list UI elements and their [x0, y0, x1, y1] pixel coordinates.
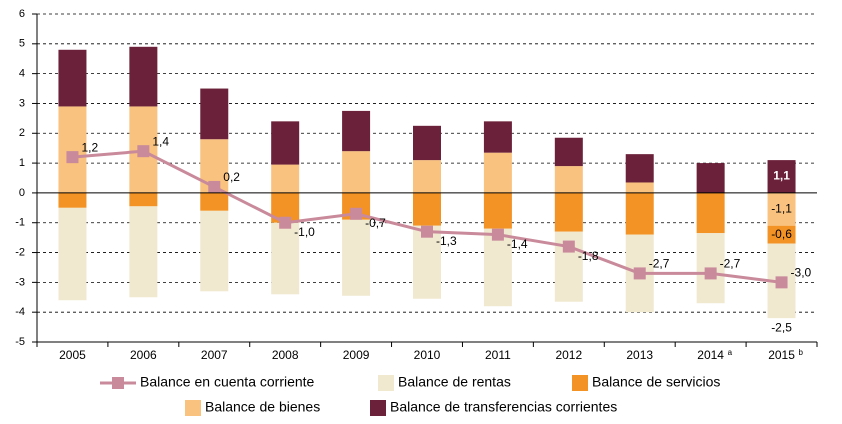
- bar-segment: [58, 192, 87, 208]
- bar-segment: [200, 88, 229, 140]
- bar-segment: [413, 125, 441, 161]
- bar-segment: [483, 121, 512, 153]
- data-label: -1,8: [578, 249, 599, 263]
- x-tick-label: 2012: [555, 348, 582, 362]
- data-label: -1,4: [507, 237, 528, 251]
- y-tick-label: 4: [19, 68, 25, 80]
- legend-swatch: [378, 375, 394, 391]
- data-label: -1,1: [771, 201, 792, 215]
- data-label: -0,6: [771, 227, 792, 241]
- line-marker: [491, 228, 504, 241]
- line-marker: [350, 207, 363, 220]
- legend-swatch: [370, 400, 386, 416]
- data-label: -0,7: [365, 216, 386, 230]
- bar-segment: [625, 154, 654, 183]
- data-label: 1,2: [81, 140, 98, 154]
- line-marker: [279, 216, 292, 229]
- data-label: 1,1: [773, 169, 790, 183]
- line-marker: [137, 145, 150, 158]
- bar-segment: [483, 192, 512, 229]
- x-tick-label: 2013: [626, 348, 653, 362]
- line-marker: [633, 267, 646, 280]
- bar-segment: [767, 225, 796, 244]
- y-tick-label: 3: [19, 97, 25, 109]
- y-tick-label: 6: [19, 8, 25, 20]
- category-note: b: [799, 348, 804, 357]
- x-tick-label: 2011: [485, 348, 511, 362]
- bar-segment: [342, 151, 371, 193]
- bar-segment: [129, 192, 158, 207]
- bar-segment: [554, 166, 583, 193]
- x-tick-label: 2005: [59, 348, 86, 362]
- x-tick-label: 2006: [130, 348, 157, 362]
- bar-segment: [129, 206, 158, 298]
- bar-segment: [625, 192, 654, 235]
- bar-segment: [413, 225, 441, 299]
- line-marker: [775, 276, 788, 289]
- line-marker: [66, 151, 79, 164]
- bar-segment: [342, 219, 371, 296]
- bar-segment: [413, 160, 441, 193]
- bar-segment: [767, 160, 796, 193]
- bar-segment: [767, 192, 796, 226]
- data-label: 0,2: [223, 170, 240, 184]
- x-tick-label: 2015: [768, 348, 795, 362]
- x-tick-label: 2008: [272, 348, 299, 362]
- y-tick-label: 1: [19, 157, 25, 169]
- data-label: -2,5: [771, 320, 792, 334]
- data-label: -1,0: [294, 225, 315, 239]
- bar-segment: [625, 182, 654, 193]
- bar-segment: [483, 152, 512, 193]
- legend-swatch: [572, 375, 588, 391]
- bar-segment: [129, 46, 158, 107]
- category-note: a: [728, 348, 733, 357]
- bar-segment: [58, 49, 87, 107]
- x-tick-label: 2014: [697, 348, 724, 362]
- y-tick-label: -3: [15, 276, 25, 288]
- bar-segment: [271, 222, 300, 295]
- bar-segment: [271, 121, 300, 165]
- legend-swatch: [185, 400, 201, 416]
- data-label: -3,0: [791, 266, 812, 280]
- data-label: -1,3: [436, 234, 457, 248]
- x-tick-label: 2010: [414, 348, 441, 362]
- bar-segment: [554, 137, 583, 167]
- line-marker: [208, 180, 221, 193]
- legend-label: Balance en cuenta corriente: [140, 374, 315, 390]
- line-marker: [562, 240, 575, 253]
- bar-segment: [200, 210, 229, 292]
- bar-segment: [696, 163, 725, 193]
- legend-label: Balance de bienes: [205, 399, 320, 415]
- y-tick-label: -1: [15, 217, 25, 229]
- line-marker: [704, 267, 717, 280]
- bar-segment: [58, 207, 87, 301]
- bar-segment: [342, 110, 371, 152]
- x-tick-label: 2009: [343, 348, 370, 362]
- bar-segment: [413, 192, 441, 226]
- bar-segment: [696, 192, 725, 234]
- y-tick-label: 5: [19, 38, 25, 50]
- line-marker: [421, 225, 433, 238]
- y-tick-label: -5: [15, 336, 25, 348]
- y-tick-label: 0: [19, 187, 25, 199]
- legend-label: Balance de rentas: [398, 374, 511, 390]
- legend-swatch: [112, 377, 124, 389]
- y-tick-label: -4: [15, 306, 25, 318]
- y-tick-label: 2: [19, 127, 25, 139]
- legend-label: Balance de transferencias corrientes: [390, 399, 617, 415]
- bar-segment: [200, 192, 229, 211]
- data-label: 1,4: [152, 134, 169, 148]
- x-tick-label: 2007: [201, 348, 228, 362]
- y-tick-label: -2: [15, 246, 25, 258]
- bar-segment: [271, 164, 300, 193]
- data-label: -2,7: [649, 257, 670, 271]
- bar-segment: [554, 192, 583, 232]
- legend-label: Balance de servicios: [592, 374, 720, 390]
- bar-segment: [483, 228, 512, 307]
- bar-segment: [58, 106, 87, 193]
- data-label: -2,7: [720, 257, 741, 271]
